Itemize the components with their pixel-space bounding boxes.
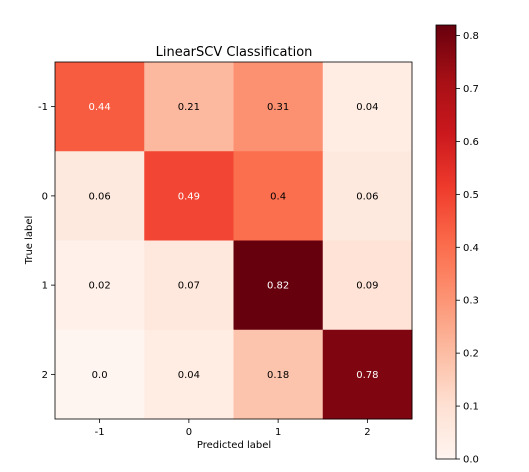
heatmap-cell-r2-c3 — [322, 240, 413, 331]
x-axis-ticks: -1 0 1 2 — [95, 419, 371, 438]
cell-value-label: 0.09 — [356, 281, 378, 292]
cell-value-label: 0.31 — [267, 102, 289, 113]
cell-value-label: 0.78 — [356, 370, 378, 381]
x-tick-label: -1 — [95, 427, 105, 438]
y-tick-label: 1 — [42, 281, 48, 292]
y-tick-label: 0 — [42, 191, 48, 202]
heatmap-cell-r0-c1 — [144, 62, 234, 152]
heatmap-cell-r2-c0 — [55, 240, 145, 331]
colorbar-tick-label: 0.3 — [463, 296, 479, 307]
colorbar-tick-label: 0.4 — [463, 243, 479, 254]
heatmap-cells — [55, 62, 413, 420]
heatmap-cell-r2-c1 — [144, 240, 234, 331]
colorbar-tick-label: 0.1 — [463, 402, 479, 413]
colorbar-tick-label: 0.8 — [463, 31, 479, 42]
colorbar-tick-label: 0.2 — [463, 349, 479, 360]
cell-value-label: 0.0 — [92, 370, 108, 381]
heatmap-cell-r1-c1 — [144, 151, 234, 241]
heatmap-cell-r3-c1 — [144, 329, 234, 420]
heatmap-cell-labels: 0.44 0.21 0.31 0.04 0.06 0.49 0.4 0.06 0.02 0.07 0… — [88, 102, 378, 381]
colorbar-ticks: 0.0 0.1 0.2 0.3 0.4 0.5 0.6 0.7 0.8 — [456, 31, 479, 466]
cell-value-label: 0.21 — [178, 102, 200, 113]
cell-value-label: 0.82 — [267, 281, 289, 292]
cell-value-label: 0.44 — [88, 102, 110, 113]
heatmap-cell-r0-c0 — [55, 62, 145, 152]
heatmap-cell-r1-c2 — [233, 151, 324, 241]
cell-value-label: 0.49 — [178, 191, 200, 202]
plot-frame — [54, 61, 413, 420]
y-axis-label: True label — [24, 216, 35, 266]
x-tick-label: 2 — [364, 427, 370, 438]
colorbar-tick-label: 0.7 — [463, 84, 479, 95]
heatmap-cell-r1-c3 — [322, 151, 413, 241]
heatmap-cell-r0-c2 — [233, 62, 324, 152]
heatmap-cell-r0-c3 — [322, 62, 413, 152]
cell-value-label: 0.18 — [267, 370, 289, 381]
cell-value-label: 0.02 — [88, 281, 110, 292]
colorbar-tick-label: 0.0 — [463, 455, 479, 466]
x-tick-label: 0 — [186, 427, 192, 438]
x-tick-label: 1 — [275, 427, 281, 438]
cell-value-label: 0.06 — [88, 191, 110, 202]
colorbar — [435, 24, 457, 460]
x-axis-label: Predicted label — [197, 440, 271, 451]
heatmap-cell-r3-c2 — [233, 329, 324, 420]
cell-value-label: 0.04 — [356, 102, 378, 113]
heatmap-cell-r1-c0 — [55, 151, 145, 241]
y-axis-ticks: -1 0 1 2 — [38, 102, 55, 381]
heatmap-cell-r3-c3 — [322, 329, 413, 420]
heatmap-cell-r2-c2 — [233, 240, 324, 331]
cell-value-label: 0.07 — [178, 281, 200, 292]
y-tick-label: 2 — [42, 370, 48, 381]
heatmap-cell-r3-c0 — [55, 329, 145, 420]
cell-value-label: 0.06 — [356, 191, 378, 202]
cell-value-label: 0.4 — [270, 191, 286, 202]
cell-value-label: 0.04 — [178, 370, 200, 381]
colorbar-tick-label: 0.6 — [463, 137, 479, 148]
y-tick-label: -1 — [38, 102, 48, 113]
chart-title: LinearSCV Classification — [156, 45, 313, 60]
colorbar-tick-label: 0.5 — [463, 190, 479, 201]
